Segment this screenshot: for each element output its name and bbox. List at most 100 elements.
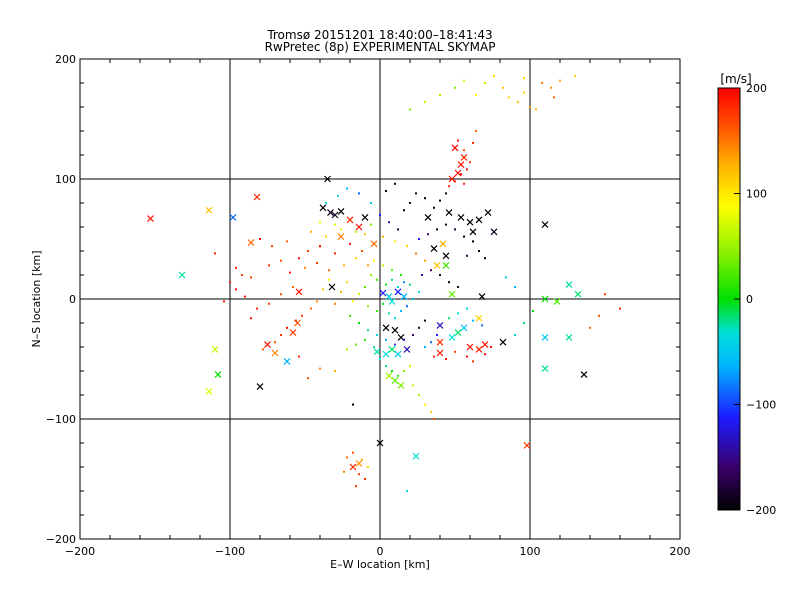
colorbar-label: [m/s] [720,72,751,86]
dot-marker [388,221,390,224]
dot-marker [310,230,312,233]
cross-marker [394,288,402,296]
dot-marker [439,199,441,202]
dot-marker [457,286,459,288]
dot-marker [337,194,339,197]
dot-marker [355,485,357,488]
cross-marker [331,211,339,219]
dot-marker [412,298,414,300]
colorbar-ticks: 200 100 0 −100 −200 [734,82,776,517]
cross-marker [400,293,408,301]
dot-marker [223,300,225,303]
dot-marker [412,334,414,336]
dot-marker [508,96,510,99]
dot-marker [424,101,426,104]
cross-marker [436,321,444,329]
cross-marker [565,333,573,341]
dot-marker [472,360,474,363]
dot-marker [559,79,561,82]
cross-marker [214,371,222,379]
cross-marker [295,288,303,296]
dot-marker [358,322,360,324]
dot-marker [424,346,426,348]
dot-marker [322,288,324,291]
cross-marker [337,233,345,241]
dot-marker [382,264,384,267]
dot-marker [448,317,450,320]
dot-marker [397,228,399,231]
x-tick-labels: −200 −100 0 100 200 [65,545,691,558]
dot-marker [466,307,468,310]
chart-subtitle: RwPretec (8p) EXPERIMENTAL SKYMAP [265,40,496,54]
dot-marker [397,374,399,377]
dot-marker [475,94,477,96]
dot-marker [364,478,366,480]
dot-marker [523,91,525,94]
dot-marker [319,367,321,370]
dot-marker [469,161,471,164]
dot-marker [274,341,276,344]
cross-marker [424,213,432,221]
dot-marker [280,259,282,262]
dot-marker [424,403,426,406]
cross-marker [541,365,549,373]
dot-marker [424,197,426,200]
dot-marker [382,235,384,238]
colorbar-tick-label: −200 [746,504,776,517]
dot-marker [502,86,504,89]
cross-marker [403,345,411,353]
dot-marker [472,240,474,243]
dot-marker [439,94,441,96]
cross-marker [382,350,390,358]
x-tick-label: 100 [520,545,541,558]
dot-marker [319,221,321,224]
dot-marker [292,286,294,288]
colorbar-tick-label: 200 [746,82,767,95]
dot-marker [310,307,312,310]
dot-marker [424,319,426,322]
cross-marker [475,216,483,224]
cross-marker [484,209,492,217]
cross-marker [229,213,237,221]
cross-marker [385,372,393,380]
x-tick-label: 200 [670,545,691,558]
cross-marker [328,283,336,291]
dot-marker [394,343,396,346]
dot-marker [376,278,378,281]
colorbar-tick-label: 100 [746,188,767,201]
dot-marker [268,302,270,305]
dot-marker [286,326,288,329]
dot-marker [406,490,408,492]
dot-marker [475,130,477,132]
cross-marker [433,261,441,269]
dot-marker [472,319,474,322]
x-tick-label: 0 [377,545,384,558]
dot-marker [391,370,393,372]
dot-marker [454,180,456,183]
cross-marker [439,240,447,248]
dot-marker [418,394,420,396]
cross-marker [457,213,465,221]
dot-marker [385,190,387,192]
dot-marker [259,238,261,240]
dot-marker [535,108,537,111]
dot-marker [307,250,309,252]
dot-marker [484,82,486,84]
dot-marker [298,257,300,260]
dot-marker [352,300,354,303]
dot-marker [550,86,552,89]
cross-marker [205,387,213,395]
dot-marker [514,334,516,336]
cross-marker [346,216,354,224]
cross-marker [451,144,459,152]
dot-marker [466,355,468,358]
dot-marker [334,223,336,226]
cross-marker [442,252,450,260]
cross-marker [430,245,438,253]
cross-marker [475,314,483,322]
cross-marker [376,439,384,447]
chart-title: Tromsø 20151201 18:40:00–18:41:43 [266,28,492,42]
dot-marker [460,173,462,176]
dot-marker [463,182,465,185]
dot-marker [379,214,381,216]
